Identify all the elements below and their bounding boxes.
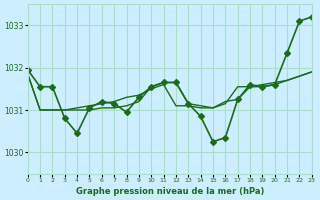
X-axis label: Graphe pression niveau de la mer (hPa): Graphe pression niveau de la mer (hPa): [76, 187, 264, 196]
